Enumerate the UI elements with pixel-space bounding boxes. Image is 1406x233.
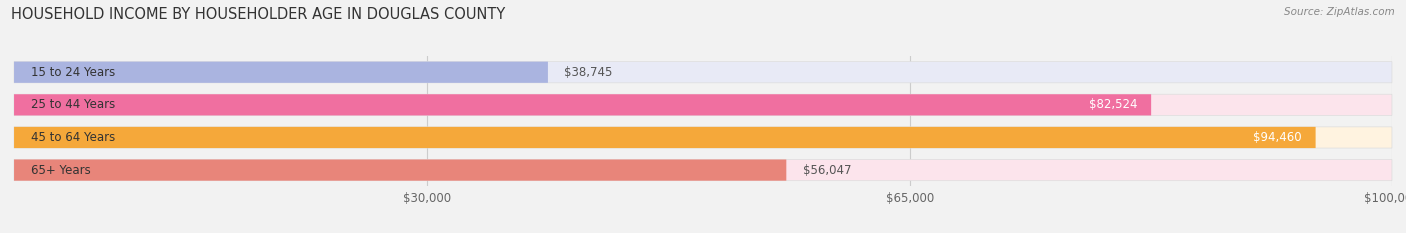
Text: $94,460: $94,460 xyxy=(1253,131,1302,144)
FancyBboxPatch shape xyxy=(14,94,1152,116)
FancyBboxPatch shape xyxy=(14,160,786,181)
FancyBboxPatch shape xyxy=(14,62,1392,83)
Text: 15 to 24 Years: 15 to 24 Years xyxy=(31,66,115,79)
FancyBboxPatch shape xyxy=(14,94,1392,116)
FancyBboxPatch shape xyxy=(14,62,548,83)
Text: HOUSEHOLD INCOME BY HOUSEHOLDER AGE IN DOUGLAS COUNTY: HOUSEHOLD INCOME BY HOUSEHOLDER AGE IN D… xyxy=(11,7,506,22)
FancyBboxPatch shape xyxy=(14,160,1392,181)
Text: 65+ Years: 65+ Years xyxy=(31,164,90,177)
FancyBboxPatch shape xyxy=(14,127,1316,148)
Text: Source: ZipAtlas.com: Source: ZipAtlas.com xyxy=(1284,7,1395,17)
Text: 45 to 64 Years: 45 to 64 Years xyxy=(31,131,115,144)
Text: $56,047: $56,047 xyxy=(803,164,852,177)
Text: 25 to 44 Years: 25 to 44 Years xyxy=(31,98,115,111)
Text: $38,745: $38,745 xyxy=(564,66,613,79)
FancyBboxPatch shape xyxy=(14,127,1392,148)
Text: $82,524: $82,524 xyxy=(1088,98,1137,111)
